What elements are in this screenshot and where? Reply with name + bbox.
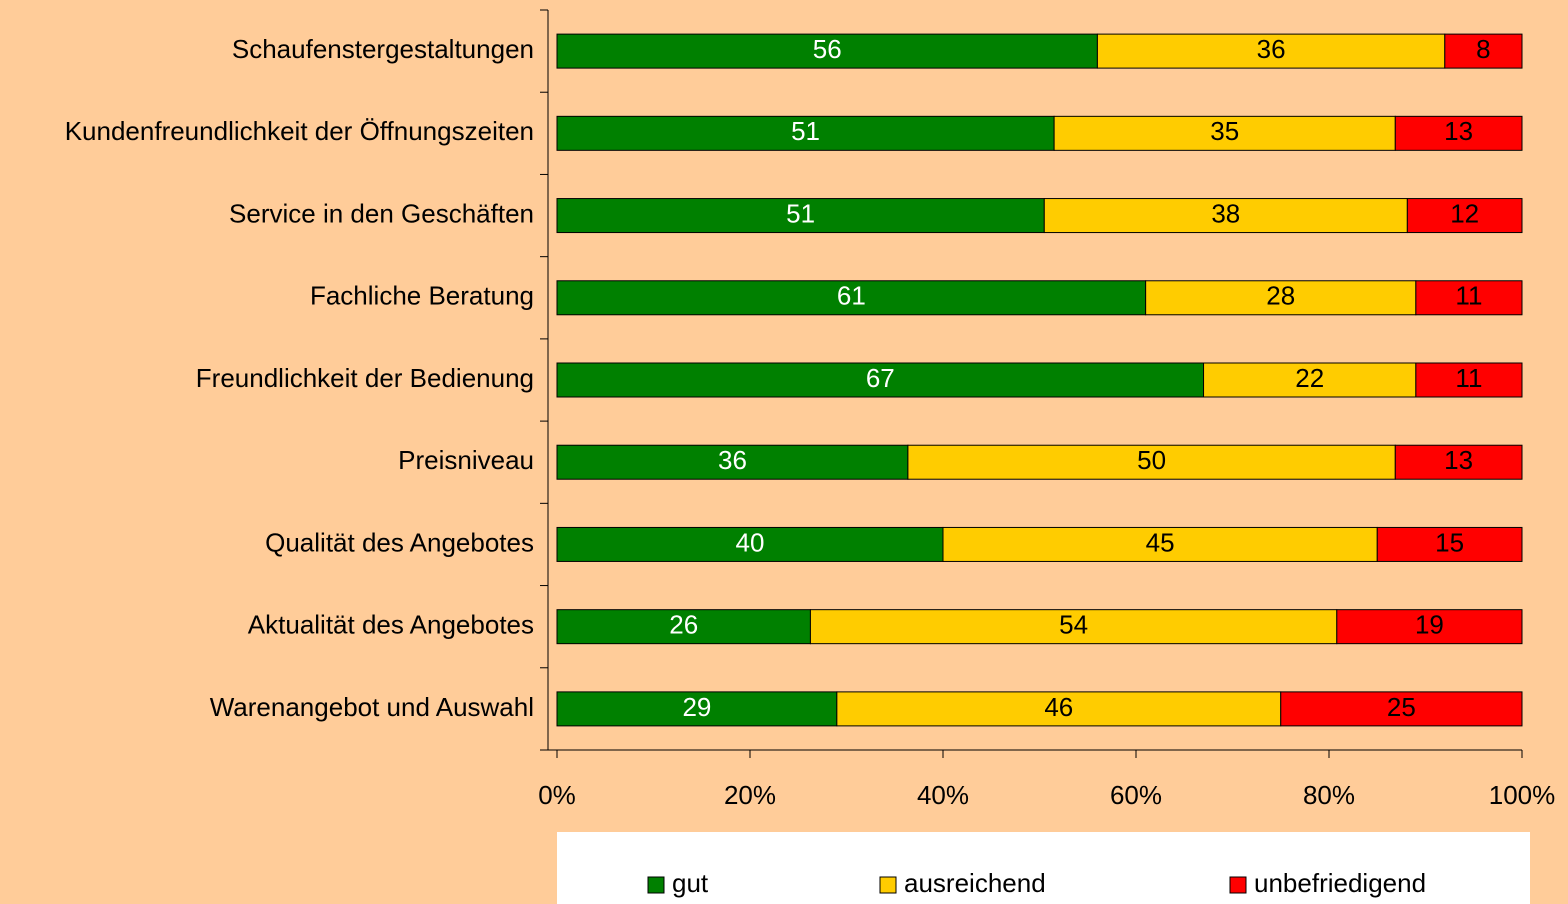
data-label: 12 [1450,198,1479,228]
bar-segment [556,280,1147,316]
y-tick-label: Qualität des Angebotes [265,527,534,557]
bar-segment [1336,609,1523,645]
data-label: 36 [718,445,747,475]
bar-segment [1043,198,1408,234]
x-tick-label: 80% [1303,780,1355,810]
y-tick-label: Aktualität des Angebotes [248,610,534,640]
data-label: 51 [786,198,815,228]
bar-segment [809,609,1338,645]
legend-swatch [647,876,665,894]
y-tick-label: Preisniveau [398,445,534,475]
bar-segment [942,526,1378,562]
y-tick-label: Fachliche Beratung [310,281,534,311]
data-label: 13 [1444,116,1473,146]
data-label: 28 [1266,281,1295,311]
bar-segment [1280,691,1523,727]
legend-label: ausreichend [904,868,1046,898]
y-tick-label: Service in den Geschäften [229,198,534,228]
bar-segment [556,115,1055,151]
data-label: 45 [1146,527,1175,557]
bar-segment [1394,444,1523,480]
x-tick-label: 60% [1110,780,1162,810]
data-label: 25 [1387,692,1416,722]
bar-segment [1415,280,1523,316]
data-label: 19 [1415,610,1444,640]
data-label: 36 [1257,34,1286,64]
bar-segment [556,198,1045,234]
x-tick-label: 100% [1489,780,1556,810]
bar-segment [556,609,811,645]
y-tick-label: Schaufenstergestaltungen [232,34,534,64]
bar-segment [1145,280,1417,316]
data-label: 46 [1044,692,1073,722]
data-label: 35 [1210,116,1239,146]
data-label: 51 [791,116,820,146]
bar-segment [836,691,1282,727]
bar-segment [1376,526,1523,562]
data-label: 26 [669,610,698,640]
data-label: 38 [1211,198,1240,228]
y-tick-label: Warenangebot und Auswahl [210,692,534,722]
data-label: 61 [837,281,866,311]
bar-segment [556,362,1205,398]
legend-label: gut [672,868,709,898]
bar-segment [1096,33,1446,69]
data-label: 67 [866,363,895,393]
data-label: 13 [1444,445,1473,475]
bar-segment [556,444,909,480]
data-label: 56 [813,34,842,64]
data-label: 50 [1137,445,1166,475]
legend-box [557,832,1530,904]
x-tick-label: 20% [724,780,776,810]
legend-label: unbefriedigend [1254,868,1426,898]
legend-swatch [879,876,897,894]
bar-segment [1394,115,1523,151]
bar-segment [907,444,1396,480]
data-label: 22 [1295,363,1324,393]
data-label: 8 [1476,34,1490,64]
x-tick-label: 0% [538,780,576,810]
data-label: 11 [1455,363,1482,393]
bar-segment [556,33,1098,69]
bar-segment [1406,198,1523,234]
data-label: 29 [682,692,711,722]
bar-segment [1415,362,1523,398]
bar-segment [556,526,944,562]
legend-swatch [1229,876,1247,894]
bar-segment [1444,33,1523,69]
bar-segment [1203,362,1417,398]
data-label: 15 [1435,527,1464,557]
y-tick-label: Freundlichkeit der Bedienung [196,363,534,393]
y-tick-label: Kundenfreundlichkeit der Öffnungszeiten [65,116,534,146]
data-label: 40 [736,527,765,557]
x-tick-label: 40% [917,780,969,810]
data-label: 54 [1059,610,1088,640]
data-label: 11 [1455,281,1482,311]
